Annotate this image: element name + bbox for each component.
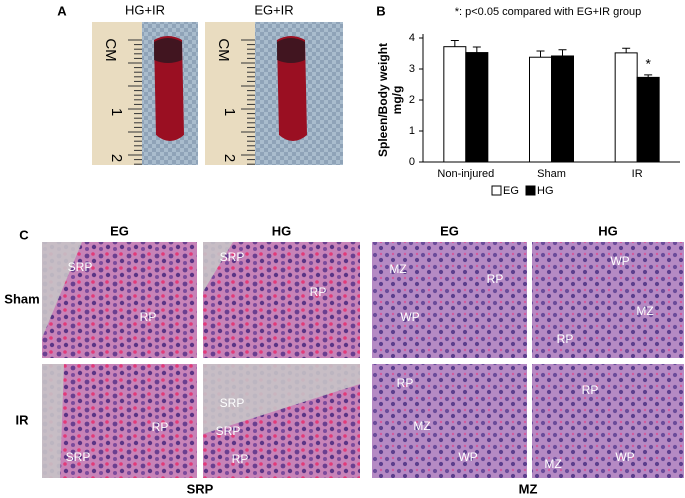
region-label: WP	[615, 450, 634, 464]
ruler-text: 2	[221, 154, 238, 162]
capsule	[203, 364, 360, 434]
region-label: WP	[400, 310, 419, 324]
ruler-text: 1	[108, 108, 125, 116]
ruler-text: 1	[221, 108, 238, 116]
spleen-dark	[154, 38, 182, 63]
y-tick-label: 4	[409, 32, 415, 44]
region-label: RP	[152, 420, 169, 434]
capsule	[203, 242, 233, 292]
micrograph	[532, 364, 684, 478]
x-tick-label: IR	[632, 168, 643, 180]
ruler	[205, 22, 255, 165]
ruler-text: 2	[108, 154, 125, 162]
x-tick-label: Sham	[537, 168, 566, 180]
ruler	[92, 22, 142, 165]
chart-note: *: p<0.05 compared with EG+IR group	[455, 6, 642, 18]
group-label: SRP	[187, 481, 214, 496]
x-tick-label: Non-injured	[437, 168, 494, 180]
region-label: SRP	[216, 424, 241, 438]
bar	[529, 56, 552, 163]
legend-swatch	[491, 185, 502, 196]
row-label: Sham	[4, 291, 39, 306]
region-label: WP	[458, 450, 477, 464]
region-label: RP	[232, 452, 249, 466]
bar	[443, 46, 467, 163]
region-label: RP	[140, 310, 157, 324]
region-label: MZ	[544, 457, 561, 471]
error-bar	[622, 47, 631, 53]
group-label: MZ	[519, 481, 538, 496]
spleen-dark	[277, 38, 305, 63]
legend-label: HG	[537, 185, 554, 197]
micrograph	[372, 242, 527, 358]
error-bar	[450, 39, 459, 47]
photo-label: EG+IR	[254, 2, 293, 17]
y-axis-label: Spleen/Body weight	[376, 43, 390, 157]
capsule	[42, 242, 82, 338]
panel-label: A	[57, 3, 67, 18]
region-label: RP	[487, 272, 504, 286]
panel-label: B	[376, 3, 385, 18]
bar	[465, 52, 489, 163]
significance-marker: *	[645, 56, 651, 72]
error-bar	[536, 50, 545, 58]
column-header: EG	[440, 223, 459, 238]
bar	[636, 76, 660, 163]
region-label: RP	[582, 383, 599, 397]
region-label: WP	[610, 254, 629, 268]
row-label: IR	[16, 412, 30, 427]
micrograph	[42, 364, 197, 478]
bar	[614, 52, 638, 163]
error-bar	[644, 74, 653, 78]
error-bar	[558, 49, 567, 56]
micrograph	[203, 242, 360, 358]
column-header: EG	[110, 223, 129, 238]
legend-label: EG	[503, 185, 519, 197]
region-label: RP	[310, 285, 327, 299]
y-tick-label: 1	[409, 125, 415, 137]
region-label: MZ	[389, 262, 406, 276]
y-tick-label: 2	[409, 94, 415, 106]
region-label: SRP	[220, 250, 245, 264]
region-label: MZ	[413, 419, 430, 433]
photo-label: HG+IR	[125, 2, 165, 17]
column-header: HG	[272, 223, 292, 238]
panel-label: C	[19, 227, 29, 242]
error-bar	[472, 46, 481, 53]
column-header: HG	[598, 223, 618, 238]
y-tick-label: 0	[409, 156, 415, 168]
region-label: SRP	[68, 260, 93, 274]
micrograph	[532, 242, 684, 358]
region-label: RP	[557, 332, 574, 346]
region-label: SRP	[66, 450, 91, 464]
y-tick-label: 3	[409, 63, 415, 75]
ruler-text: CM	[215, 38, 232, 61]
y-axis-label: mg/g	[390, 86, 404, 115]
capsule	[42, 364, 64, 478]
region-label: SRP	[220, 396, 245, 410]
ruler-text: CM	[102, 38, 119, 61]
micrograph	[372, 364, 527, 478]
bar	[551, 55, 574, 163]
region-label: MZ	[636, 304, 653, 318]
legend-swatch	[525, 185, 536, 196]
region-label: RP	[397, 376, 414, 390]
